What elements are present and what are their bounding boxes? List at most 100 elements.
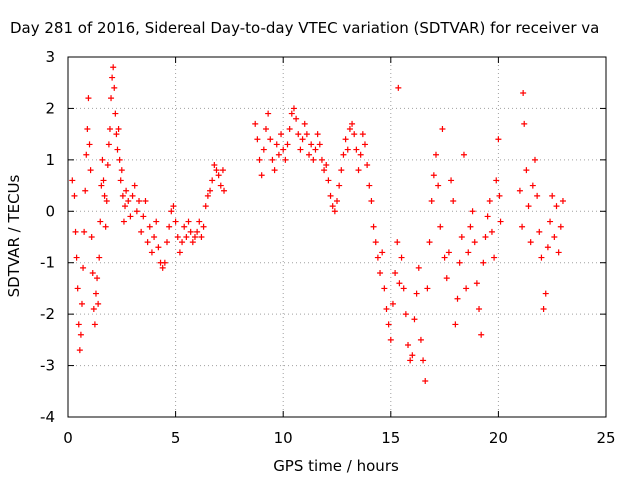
data-point <box>411 316 418 323</box>
data-point <box>108 95 115 102</box>
data-point <box>525 203 532 210</box>
data-point <box>209 177 216 184</box>
data-point <box>529 182 536 189</box>
data-point <box>155 244 162 251</box>
data-point <box>437 223 444 230</box>
x-tick-label: 25 <box>596 429 615 447</box>
data-point <box>387 336 394 343</box>
data-point <box>334 198 340 204</box>
data-point <box>176 249 183 256</box>
data-point <box>299 136 306 143</box>
data-point <box>89 270 96 276</box>
data-point <box>112 110 119 117</box>
data-point <box>78 300 85 307</box>
data-point <box>207 187 214 194</box>
data-point <box>329 203 336 210</box>
x-tick-label: 20 <box>489 429 508 447</box>
x-tick-label: 5 <box>171 429 181 447</box>
y-tick-label: -2 <box>40 305 55 323</box>
data-point <box>120 218 127 225</box>
data-point <box>559 198 566 204</box>
data-point <box>168 208 175 215</box>
data-point <box>482 234 489 240</box>
data-point <box>480 259 487 266</box>
data-point <box>221 187 228 194</box>
data-point <box>538 254 545 261</box>
data-point <box>349 120 356 127</box>
data-point <box>74 285 81 292</box>
data-point <box>105 141 112 148</box>
data-point <box>361 141 368 148</box>
data-point <box>527 239 534 246</box>
data-point <box>342 136 349 143</box>
data-point <box>536 228 543 235</box>
data-point <box>310 156 317 163</box>
data-point <box>445 249 452 256</box>
data-point <box>460 151 467 158</box>
data-point <box>491 254 498 261</box>
data-point <box>312 146 319 153</box>
data-point <box>81 228 88 235</box>
data-point <box>151 234 158 240</box>
data-point <box>100 177 107 184</box>
data-point <box>531 156 538 163</box>
data-point <box>90 306 97 312</box>
data-point <box>163 239 170 246</box>
data-point <box>549 192 556 199</box>
data-point <box>76 347 83 354</box>
data-point <box>286 126 293 132</box>
data-point <box>153 218 160 225</box>
y-tick-label: 1 <box>45 151 55 169</box>
data-point <box>69 177 76 184</box>
data-point <box>379 249 386 256</box>
data-point <box>122 203 129 210</box>
data-point <box>114 146 121 153</box>
data-point <box>136 198 143 204</box>
data-point <box>325 177 332 184</box>
data-point <box>269 156 276 163</box>
data-point <box>87 167 94 174</box>
data-point <box>172 218 179 225</box>
data-points <box>69 64 566 384</box>
y-axis-label: SDTVAR / TECUs <box>5 174 23 297</box>
data-point <box>439 126 446 132</box>
data-point <box>144 239 151 246</box>
data-point <box>454 295 461 302</box>
data-point <box>372 239 379 246</box>
data-point <box>370 223 377 230</box>
data-point <box>331 208 338 215</box>
data-point <box>166 223 173 230</box>
y-tick-label: 0 <box>45 202 55 220</box>
data-point <box>161 259 168 266</box>
data-point <box>452 321 459 328</box>
data-point <box>92 290 99 297</box>
data-point <box>463 285 470 292</box>
data-point <box>493 177 500 184</box>
data-point <box>338 167 345 174</box>
data-point <box>194 228 201 235</box>
data-point <box>555 249 562 256</box>
data-point <box>327 192 334 199</box>
data-point <box>417 336 424 343</box>
y-tick-label: 3 <box>45 48 55 66</box>
data-point <box>430 172 437 179</box>
data-point <box>405 342 412 348</box>
y-tick-label: -4 <box>40 408 55 426</box>
data-point <box>104 162 111 168</box>
data-point <box>252 120 259 127</box>
data-point <box>282 156 289 163</box>
data-point <box>256 156 263 163</box>
data-point <box>389 300 396 307</box>
data-point <box>557 223 564 230</box>
data-point <box>297 146 304 153</box>
data-point <box>109 74 116 81</box>
data-point <box>301 120 308 127</box>
data-point <box>420 357 427 364</box>
data-point <box>544 244 551 251</box>
data-point <box>101 192 108 199</box>
data-point <box>478 331 485 338</box>
data-point <box>450 198 457 204</box>
data-point <box>400 285 407 292</box>
data-point <box>448 177 455 184</box>
